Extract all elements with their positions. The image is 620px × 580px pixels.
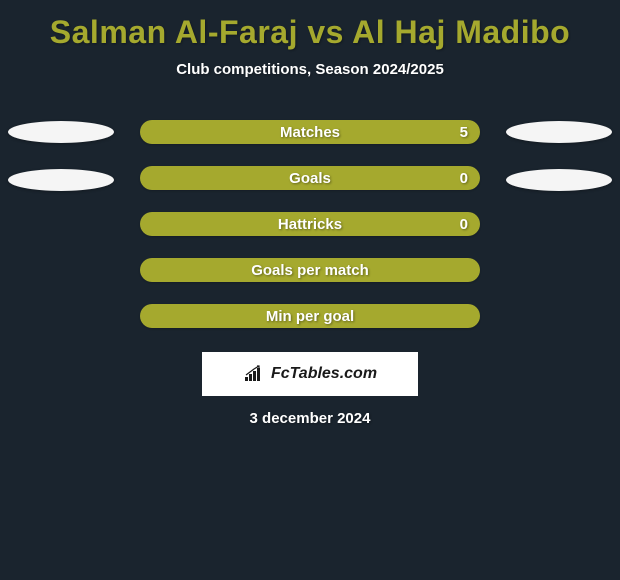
stat-label: Matches xyxy=(140,124,480,141)
stat-bar: Goals per match xyxy=(140,258,480,282)
stat-row: Hattricks0 xyxy=(0,212,620,258)
stat-row: Goals0 xyxy=(0,166,620,212)
right-player-oval xyxy=(506,169,612,191)
stat-value: 0 xyxy=(460,170,468,187)
stat-bar: Matches5 xyxy=(140,120,480,144)
left-player-oval xyxy=(8,169,114,191)
right-player-oval xyxy=(506,121,612,143)
stat-bar: Hattricks0 xyxy=(140,212,480,236)
comparison-title: Salman Al-Faraj vs Al Haj Madibo xyxy=(0,0,620,51)
comparison-subtitle: Club competitions, Season 2024/2025 xyxy=(0,61,620,78)
attribution-text: FcTables.com xyxy=(271,365,377,383)
stat-bar: Goals0 xyxy=(140,166,480,190)
stat-row: Min per goal xyxy=(0,304,620,350)
stat-row: Goals per match xyxy=(0,258,620,304)
bar-chart-icon xyxy=(243,365,267,383)
stat-row: Matches5 xyxy=(0,120,620,166)
stat-bar: Min per goal xyxy=(140,304,480,328)
stat-label: Goals xyxy=(140,170,480,187)
stat-label: Goals per match xyxy=(140,262,480,279)
left-player-oval xyxy=(8,121,114,143)
date-text: 3 december 2024 xyxy=(0,410,620,427)
stat-label: Hattricks xyxy=(140,216,480,233)
stat-value: 0 xyxy=(460,216,468,233)
stat-value: 5 xyxy=(460,124,468,141)
stat-label: Min per goal xyxy=(140,308,480,325)
attribution-badge: FcTables.com xyxy=(202,352,418,396)
stats-container: Matches5Goals0Hattricks0Goals per matchM… xyxy=(0,120,620,350)
